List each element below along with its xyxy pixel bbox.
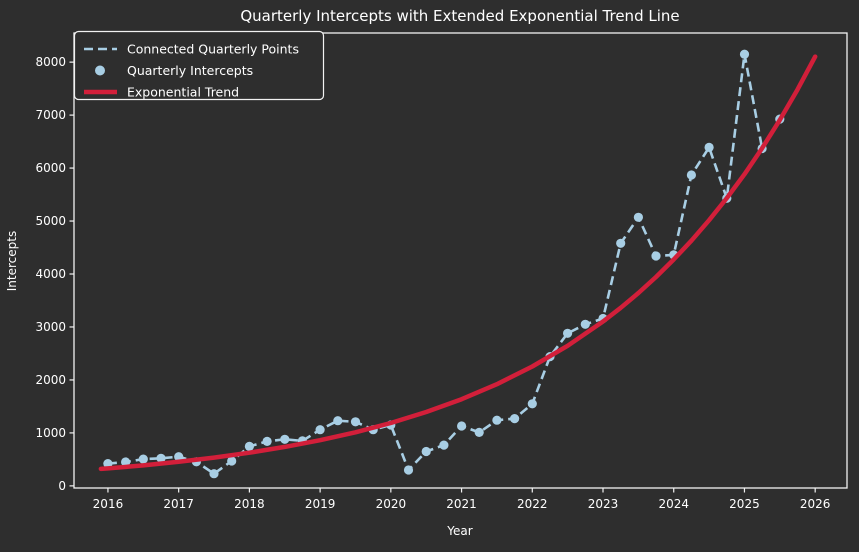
- plot-border: [73, 32, 848, 489]
- quarterly-intercept-point: [262, 436, 272, 446]
- quarterly-intercept-point: [739, 49, 750, 59]
- x-tick-label: 2021: [446, 497, 477, 511]
- legend-box: [73, 30, 325, 101]
- quarterly-intercept-point: [474, 427, 484, 437]
- y-tick-label: 0: [58, 479, 66, 493]
- x-tick-label: 2026: [800, 497, 831, 511]
- quarterly-intercept-point: [103, 459, 113, 469]
- legend-item-label: Exponential Trend: [127, 85, 239, 100]
- x-axis-ticks: 2016 2017 2018 2019 2020 2021 2022 2023 2024 2025…: [93, 488, 831, 511]
- quarterly-intercept-point: [633, 212, 644, 222]
- legend-marker-swatch: [95, 65, 105, 76]
- quarterly-intercept-point: [580, 319, 590, 329]
- legend-item-label: Quarterly Intercepts: [127, 63, 253, 78]
- y-tick-label: 1000: [35, 426, 66, 440]
- quarterly-intercept-point: [651, 251, 661, 261]
- quarterly-intercept-point: [244, 441, 254, 451]
- chart-title: Quarterly Intercepts with Extended Expon…: [240, 7, 679, 25]
- x-tick-label: 2019: [305, 497, 336, 511]
- y-axis-label: Intercepts: [5, 231, 19, 291]
- quarterly-intercept-point: [616, 238, 626, 248]
- quarterly-intercept-point: [315, 425, 325, 435]
- quarterly-intercept-point: [421, 446, 431, 457]
- quarterly-intercept-point: [209, 469, 219, 479]
- y-tick-label: 8000: [35, 55, 66, 69]
- x-axis-label: Year: [446, 524, 472, 538]
- x-tick-label: 2022: [517, 497, 548, 511]
- quarterly-intercept-point: [457, 421, 467, 431]
- quarterly-intercept-point: [492, 415, 502, 425]
- quarterly-intercept-point: [563, 328, 573, 338]
- quarterly-intercept-point: [704, 142, 714, 152]
- y-tick-label: 7000: [35, 108, 66, 122]
- y-tick-label: 3000: [35, 320, 66, 334]
- x-tick-label: 2025: [729, 497, 760, 511]
- quarterly-intercept-point: [174, 452, 184, 462]
- series-group: [98, 49, 818, 479]
- y-tick-label: 6000: [35, 161, 66, 175]
- quarterly-intercept-point: [156, 453, 166, 463]
- quarterly-intercept-point: [138, 454, 148, 464]
- x-tick-label: 2017: [163, 497, 194, 511]
- quarterly-intercept-point: [333, 416, 343, 426]
- legend-item-label: Connected Quarterly Points: [127, 42, 299, 57]
- y-tick-label: 4000: [35, 267, 66, 281]
- legend: Connected Quarterly Points Quarterly Int…: [73, 30, 325, 101]
- quarterly-intercept-point: [280, 434, 290, 444]
- quarterly-intercept-point: [686, 170, 697, 180]
- y-axis-ticks: 0 1000 2000 3000 4000 5000 6000 7000 8000: [35, 55, 74, 493]
- quarterly-intercept-point: [509, 414, 520, 424]
- quarterly-intercept-point: [439, 440, 449, 450]
- quarterly-intercept-point: [227, 456, 237, 466]
- exponential-trend-line: [98, 54, 818, 472]
- quarterly-intercept-point: [403, 465, 414, 475]
- y-tick-label: 2000: [35, 373, 66, 387]
- x-tick-label: 2024: [658, 497, 689, 511]
- quarterly-intercept-point: [121, 457, 131, 467]
- x-tick-label: 2018: [234, 497, 265, 511]
- x-tick-label: 2016: [93, 497, 124, 511]
- x-tick-label: 2023: [588, 497, 619, 511]
- quarterly-intercept-point: [527, 399, 537, 409]
- y-tick-label: 5000: [35, 214, 66, 228]
- x-tick-label: 2020: [376, 497, 407, 511]
- quarterly-intercept-point: [350, 417, 361, 427]
